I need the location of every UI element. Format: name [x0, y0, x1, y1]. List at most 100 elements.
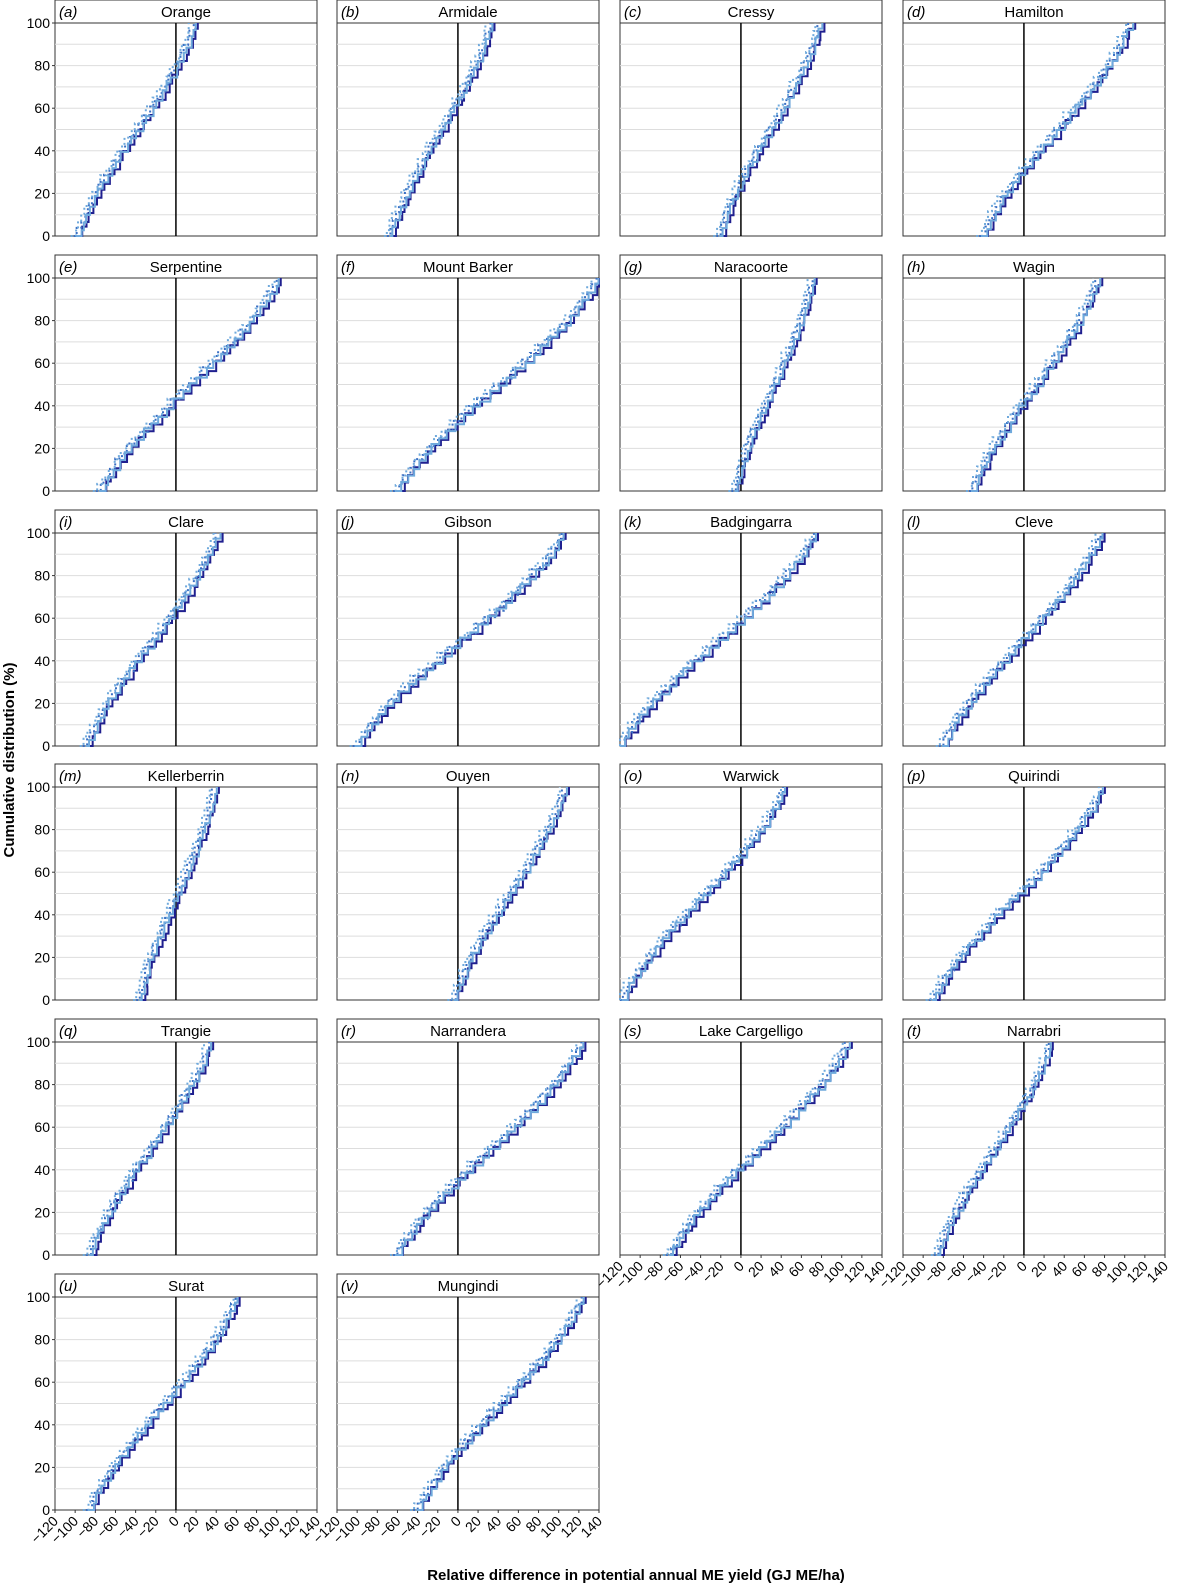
y-tick-label: 80 — [34, 822, 50, 838]
panel-letter: (n) — [341, 768, 359, 785]
y-tick-label: 80 — [34, 58, 50, 74]
x-tick-label: 0 — [447, 1513, 464, 1530]
y-tick-label: 100 — [27, 270, 51, 286]
series-line-4 — [668, 1042, 851, 1256]
y-tick-label: 0 — [42, 228, 50, 244]
panel-warwick: (o) Warwick — [619, 763, 883, 1001]
series-line-3 — [410, 1297, 578, 1511]
series-line-4 — [88, 1042, 213, 1256]
series-line-1 — [455, 787, 570, 1001]
x-tick-label: 140 — [1143, 1258, 1171, 1286]
series-line-4 — [85, 533, 222, 747]
series-line-4 — [620, 533, 817, 747]
x-tick-label: −20 — [699, 1258, 727, 1286]
panel-surat: (u) Surat020406080100−120−100−80−60−40−20… — [27, 1273, 323, 1546]
series-line-2 — [82, 533, 217, 747]
panel-hamilton: (d) Hamilton — [902, 0, 1166, 237]
panel-title: Narrabri — [1007, 1023, 1061, 1040]
panel-title: Gibson — [444, 514, 492, 531]
x-tick-label: −20 — [982, 1258, 1010, 1286]
y-tick-label: 0 — [42, 1247, 50, 1263]
series-line-4 — [139, 787, 218, 1001]
panel-title: Kellerberrin — [148, 768, 225, 785]
panel-cressy: (c) Cressy — [619, 0, 883, 237]
y-tick-label: 60 — [34, 1119, 50, 1135]
series-line-4 — [941, 533, 1104, 747]
y-tick-label: 0 — [42, 483, 50, 499]
y-tick-label: 80 — [34, 1332, 50, 1348]
panel-letter: (f) — [341, 259, 355, 276]
panel-title: Cleve — [1015, 514, 1053, 531]
series-line-3 — [930, 1042, 1048, 1256]
series-line-1 — [736, 278, 818, 492]
panel-wagin: (h) Wagin — [902, 254, 1166, 492]
x-tick-label: 0 — [1013, 1258, 1030, 1275]
series-line-3 — [383, 23, 487, 237]
series-line-3 — [662, 1042, 844, 1256]
series-line-3 — [447, 787, 561, 1001]
y-tick-label: 20 — [34, 695, 50, 711]
series-line-2 — [969, 278, 1097, 492]
series-line-4 — [88, 1297, 239, 1511]
series-line-4 — [416, 1297, 585, 1511]
panel-title: Mount Barker — [423, 259, 513, 276]
panel-letter: (b) — [341, 4, 359, 21]
panel-title: Mungindi — [438, 1278, 499, 1295]
y-tick-label: 100 — [27, 15, 51, 31]
panel-letter: (p) — [907, 768, 925, 785]
panel-kellerberrin: (m) Kellerberrin 0 20 40 60 80 100 — [27, 763, 318, 1008]
panel-title: Ouyen — [446, 768, 490, 785]
series-line-1 — [620, 533, 819, 747]
y-tick-label: 100 — [27, 1034, 51, 1050]
y-tick-label: 20 — [34, 440, 50, 456]
series-line-4 — [982, 23, 1135, 237]
panel-letter: (h) — [907, 259, 925, 276]
y-tick-label: 60 — [34, 610, 50, 626]
panel-letter: (g) — [624, 259, 642, 276]
panel-title: Lake Cargelligo — [699, 1023, 803, 1040]
panel-letter: (m) — [59, 768, 82, 785]
panel-mount-barker: (f) Mount Barker — [336, 254, 600, 492]
series-line-1 — [938, 1042, 1054, 1256]
panel-narrabri: (t) Narrabri−120−100−80−60−40−20 020406080… — [876, 1018, 1171, 1291]
y-tick-label: 60 — [34, 1374, 50, 1390]
series-line-3 — [82, 1297, 235, 1511]
panel-title: Narrandera — [430, 1023, 507, 1040]
y-tick-label: 100 — [27, 525, 51, 541]
panel-title: Orange — [161, 4, 211, 21]
panel-gibson: (j) Gibson — [336, 509, 600, 747]
series-line-4 — [389, 23, 494, 237]
series-line-1 — [90, 1297, 241, 1511]
panel-badgingarra: (k) Badgingarra — [619, 509, 883, 747]
series-line-1 — [78, 23, 199, 237]
series-line-1 — [87, 533, 224, 747]
series-line-2 — [413, 1297, 583, 1511]
series-line-3 — [619, 533, 813, 746]
x-tick-label: −20 — [416, 1513, 444, 1541]
y-tick-label: 80 — [34, 568, 50, 584]
panel-letter: (j) — [341, 514, 354, 531]
series-line-3 — [82, 1042, 206, 1256]
y-axis-title: Cumulative distribution (%) — [1, 662, 18, 857]
y-tick-label: 40 — [34, 907, 50, 923]
series-line-4 — [719, 23, 824, 237]
series-line-1 — [398, 1042, 587, 1256]
panel-mungindi: (v) Mungindi−120−100−80−60−40−20 020406080… — [310, 1273, 605, 1546]
series-line-3 — [133, 787, 211, 1001]
y-tick-label: 40 — [34, 1417, 50, 1433]
panel-letter: (c) — [624, 4, 642, 21]
y-tick-label: 40 — [34, 653, 50, 669]
y-tick-label: 40 — [34, 398, 50, 414]
series-line-3 — [619, 787, 782, 1000]
panel-ouyen: (n) Ouyen — [336, 763, 600, 1001]
y-tick-label: 60 — [34, 355, 50, 371]
y-tick-label: 100 — [27, 1289, 51, 1305]
series-line-4 — [453, 787, 568, 1001]
series-line-2 — [450, 787, 563, 1001]
panel-letter: (s) — [624, 1023, 642, 1040]
y-tick-label: 20 — [34, 1204, 50, 1220]
series-line-1 — [933, 787, 1106, 1001]
panel-title: Cressy — [728, 4, 775, 21]
series-line-2 — [979, 23, 1130, 237]
panel-lake-cargelligo: (s) Lake Cargelligo−120−100−80−60−40−20 02… — [593, 1018, 888, 1291]
